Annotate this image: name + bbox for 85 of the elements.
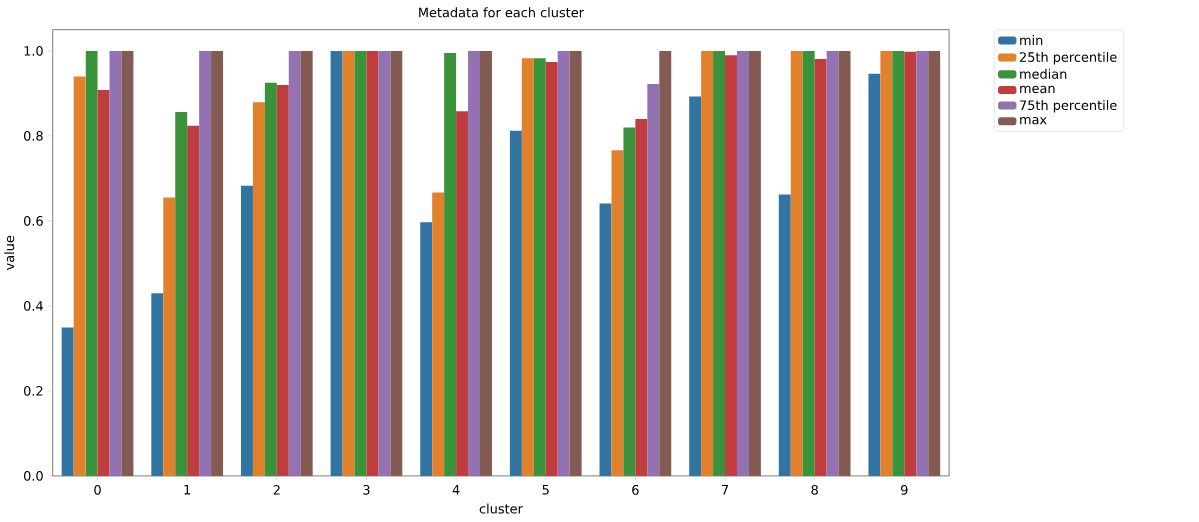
x-tick-label: 3 bbox=[363, 484, 370, 495]
bar bbox=[240, 185, 253, 476]
x-tick-label: 1 bbox=[184, 484, 191, 495]
bar bbox=[73, 76, 86, 476]
legend-label: median bbox=[1020, 68, 1067, 79]
y-tick-label: 0.0 bbox=[23, 470, 43, 481]
bar bbox=[599, 203, 612, 476]
y-tick-label: 0.6 bbox=[23, 215, 43, 226]
bar bbox=[838, 50, 851, 476]
y-tick-label: 0.8 bbox=[23, 130, 43, 141]
x-tick-label: 9 bbox=[901, 484, 908, 495]
bar bbox=[61, 327, 74, 476]
bar bbox=[916, 50, 929, 476]
x-tick-label: 2 bbox=[273, 484, 280, 495]
bar bbox=[928, 50, 941, 476]
bar bbox=[635, 118, 648, 476]
bar bbox=[187, 125, 200, 476]
bar bbox=[689, 96, 702, 476]
bar bbox=[569, 50, 582, 476]
bar bbox=[97, 89, 110, 476]
bar bbox=[814, 58, 827, 476]
x-axis-title: cluster bbox=[479, 503, 523, 514]
bar bbox=[444, 52, 457, 476]
legend-label: 75th percentile bbox=[1020, 99, 1117, 113]
bar bbox=[211, 50, 224, 476]
y-axis-title: value bbox=[4, 235, 15, 270]
bar bbox=[121, 50, 134, 476]
bar bbox=[163, 197, 176, 476]
bar bbox=[300, 50, 313, 476]
bar bbox=[557, 50, 570, 476]
bar bbox=[790, 50, 803, 476]
x-tick-label: 8 bbox=[811, 484, 818, 495]
bar bbox=[647, 83, 660, 476]
bar bbox=[354, 50, 367, 476]
bar bbox=[366, 50, 379, 476]
bar bbox=[378, 50, 391, 476]
bar bbox=[85, 50, 98, 476]
bar bbox=[904, 51, 917, 476]
bar bbox=[276, 84, 289, 476]
bar bbox=[420, 222, 433, 476]
y-tick-label: 1.0 bbox=[24, 45, 43, 56]
bar bbox=[802, 50, 815, 476]
bar bbox=[701, 50, 714, 476]
bar bbox=[736, 50, 749, 476]
x-tick-label: 4 bbox=[452, 484, 460, 495]
legend-label: 25th percentile bbox=[1019, 51, 1117, 65]
x-tick-label: 7 bbox=[721, 484, 729, 495]
bar bbox=[468, 50, 481, 476]
bar bbox=[826, 50, 839, 476]
x-tick-label: 5 bbox=[542, 484, 549, 495]
bar bbox=[713, 50, 726, 476]
y-tick-label: 0.2 bbox=[23, 385, 43, 396]
chart-title: Metadata for each cluster bbox=[419, 7, 584, 18]
bar bbox=[109, 50, 122, 476]
bar bbox=[456, 111, 469, 476]
bar bbox=[521, 57, 534, 476]
bar bbox=[623, 127, 636, 476]
bar bbox=[175, 111, 188, 476]
bar bbox=[252, 102, 265, 476]
bar bbox=[151, 293, 164, 476]
x-tick-label: 0 bbox=[94, 484, 101, 495]
bar bbox=[432, 192, 445, 476]
bar bbox=[659, 50, 672, 476]
bar bbox=[533, 57, 546, 476]
bar bbox=[778, 194, 791, 476]
bar bbox=[509, 130, 522, 476]
bar bbox=[880, 50, 893, 476]
bar bbox=[611, 150, 624, 476]
bar bbox=[199, 50, 212, 476]
bar bbox=[342, 50, 355, 476]
x-tick-label: 6 bbox=[632, 484, 639, 495]
bar bbox=[545, 61, 558, 476]
y-tick-label: 0.4 bbox=[23, 300, 43, 311]
bar bbox=[480, 50, 492, 476]
bar bbox=[868, 73, 881, 476]
legend-label: mean bbox=[1020, 85, 1055, 93]
bar bbox=[390, 50, 403, 476]
bar bbox=[264, 82, 277, 476]
bar bbox=[330, 50, 343, 476]
legend-label: min bbox=[1020, 34, 1043, 45]
bar bbox=[892, 50, 905, 476]
legend-label: max bbox=[1020, 116, 1047, 125]
bar bbox=[288, 50, 301, 476]
bar bbox=[725, 54, 737, 476]
bar bbox=[748, 50, 761, 476]
